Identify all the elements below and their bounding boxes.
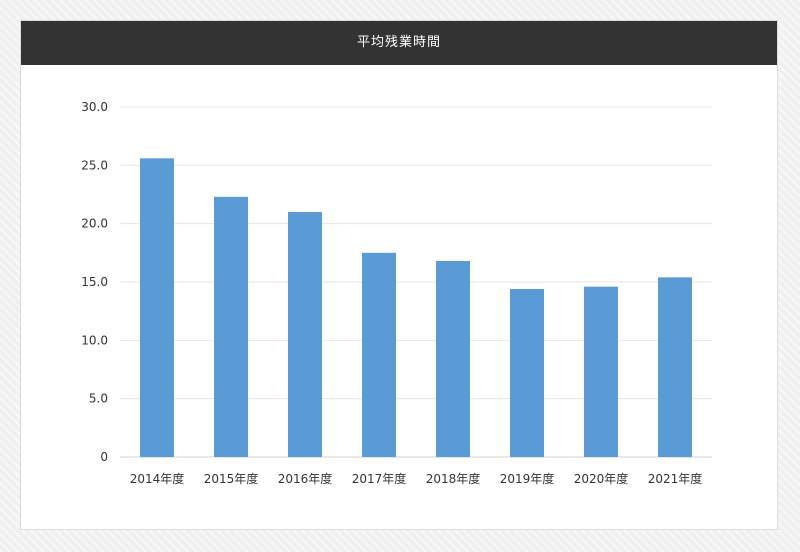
bar bbox=[214, 196, 248, 458]
bar bbox=[658, 277, 692, 457]
bar bbox=[288, 212, 322, 457]
y-tick-label: 30.0 bbox=[81, 100, 108, 114]
bar bbox=[140, 158, 174, 458]
x-tick-label: 2015年度 bbox=[204, 471, 259, 486]
y-tick-label: 10.0 bbox=[81, 333, 108, 347]
bar bbox=[584, 286, 618, 457]
y-tick-label: 0 bbox=[100, 450, 108, 464]
y-tick-label: 20.0 bbox=[81, 217, 108, 231]
x-tick-label: 2021年度 bbox=[648, 471, 703, 486]
x-tick-label: 2017年度 bbox=[352, 471, 407, 486]
x-tick-label: 2018年度 bbox=[426, 471, 481, 486]
x-tick-label: 2014年度 bbox=[130, 471, 185, 486]
bar bbox=[362, 252, 396, 457]
y-tick-label: 15.0 bbox=[81, 275, 108, 289]
bar bbox=[436, 261, 470, 457]
bar bbox=[510, 289, 544, 457]
x-tick-label: 2019年度 bbox=[500, 471, 555, 486]
x-tick-label: 2016年度 bbox=[278, 471, 333, 486]
y-tick-label: 25.0 bbox=[81, 158, 108, 172]
x-tick-label: 2020年度 bbox=[574, 471, 629, 486]
y-tick-label: 5.0 bbox=[89, 392, 108, 406]
chart-title: 平均残業時間 bbox=[21, 21, 777, 65]
